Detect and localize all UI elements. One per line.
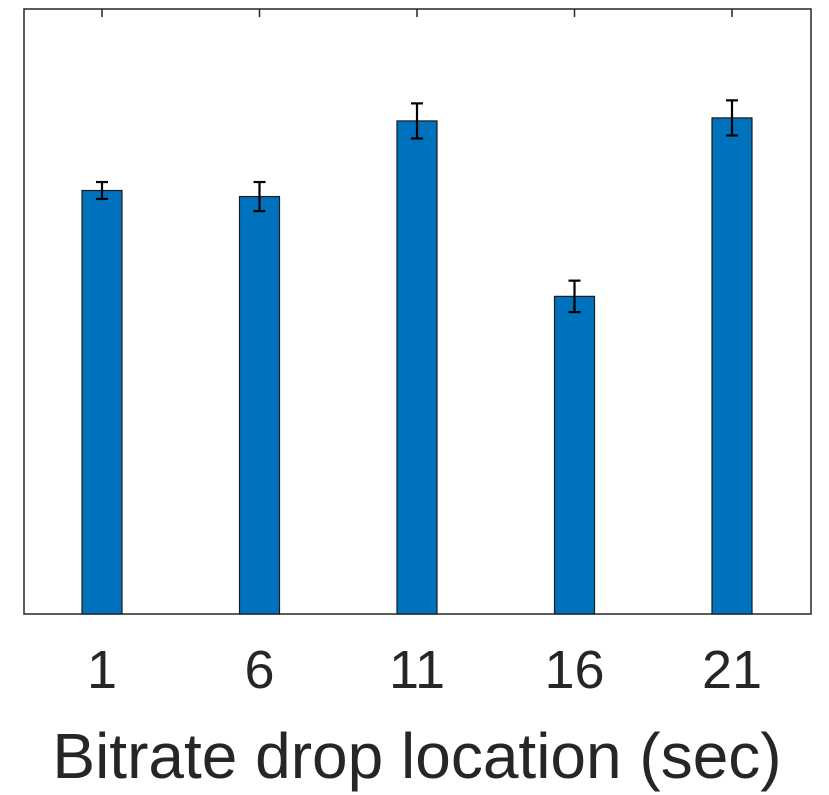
x-tick-labels: 1 6 11 16 21 xyxy=(87,640,762,700)
error-bar-6 xyxy=(253,180,266,213)
bar-1 xyxy=(81,189,123,615)
bar-11 xyxy=(396,120,438,615)
bar-16 xyxy=(553,295,596,615)
error-bar-21 xyxy=(726,99,738,137)
error-bar-1 xyxy=(96,180,108,201)
bar-21 xyxy=(711,117,753,615)
x-tick-label-21: 21 xyxy=(702,640,762,700)
x-tick-label-16: 16 xyxy=(544,640,604,700)
error-bar-16 xyxy=(568,279,581,314)
x-axis-title: Bitrate drop location (sec) xyxy=(52,720,781,792)
x-tick-label-1: 1 xyxy=(87,640,117,700)
x-tick-label-11: 11 xyxy=(389,640,445,700)
error-bar-11 xyxy=(411,102,423,140)
error-bars xyxy=(96,99,738,314)
bar-6 xyxy=(238,195,281,615)
x-tick-label-6: 6 xyxy=(244,640,274,700)
bars xyxy=(81,117,753,615)
